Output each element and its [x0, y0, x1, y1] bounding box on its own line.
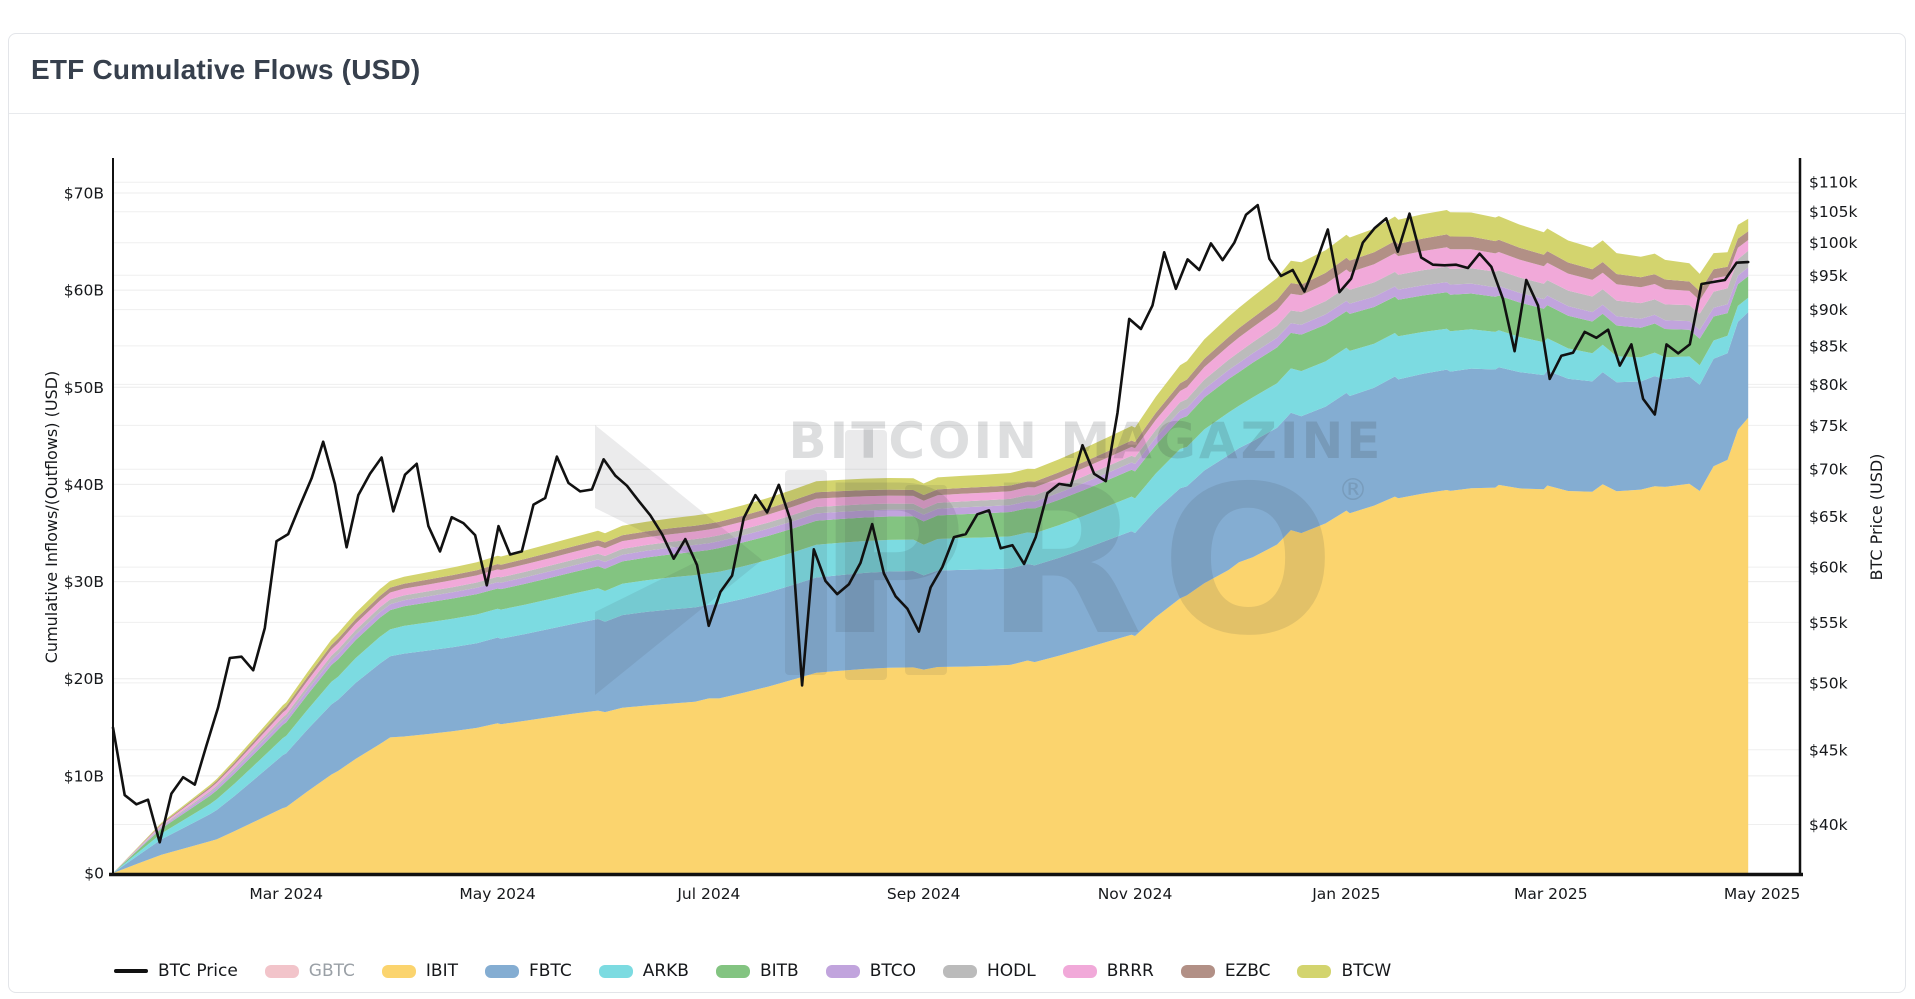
- legend-item-arkb[interactable]: ARKB: [598, 961, 689, 981]
- legend-swatch-ibit: [381, 964, 416, 978]
- legend-item-fbtc[interactable]: FBTC: [484, 961, 572, 981]
- legend-swatch-arkb: [598, 964, 633, 978]
- legend-item-bitb[interactable]: BITB: [715, 961, 799, 981]
- legend-label-btco: BTCO: [869, 961, 916, 981]
- legend-label-brrr: BRRR: [1106, 961, 1154, 981]
- legend: BTC Price GBTC IBIT FBTC ARKB BITB BTCO HODL BRR…: [114, 950, 1814, 992]
- legend-item-ezbc[interactable]: EZBC: [1180, 961, 1271, 981]
- legend-label-ezbc: EZBC: [1224, 961, 1271, 981]
- legend-item-btco[interactable]: BTCO: [825, 961, 916, 981]
- legend-swatch-btc-price: [114, 969, 148, 973]
- legend-label-btcw: BTCW: [1341, 961, 1392, 981]
- legend-swatch-btco: [825, 964, 860, 978]
- legend-label-ibit: IBIT: [425, 961, 458, 981]
- legend-item-brrr[interactable]: BRRR: [1062, 961, 1154, 981]
- legend-swatch-fbtc: [484, 964, 519, 978]
- page-title: ETF Cumulative Flows (USD): [31, 54, 421, 85]
- legend-swatch-bitb: [715, 964, 750, 978]
- legend-label-gbtc: GBTC: [308, 961, 355, 981]
- legend-label-arkb: ARKB: [642, 961, 689, 981]
- chart-card: ETF Cumulative Flows (USD) BTC Price GBTC…: [8, 33, 1906, 993]
- legend-label-btc-price: BTC Price: [158, 961, 238, 981]
- legend-label-fbtc: FBTC: [528, 961, 572, 981]
- legend-item-btc-price[interactable]: BTC Price: [114, 961, 238, 981]
- legend-item-hodl[interactable]: HODL: [943, 961, 1036, 981]
- legend-label-bitb: BITB: [759, 961, 799, 981]
- legend-label-hodl: HODL: [987, 961, 1036, 981]
- legend-swatch-brrr: [1062, 964, 1097, 978]
- card-header: ETF Cumulative Flows (USD): [9, 34, 1905, 114]
- legend-item-ibit[interactable]: IBIT: [381, 961, 458, 981]
- legend-swatch-btcw: [1297, 964, 1332, 978]
- legend-item-btcw[interactable]: BTCW: [1297, 961, 1391, 981]
- legend-swatch-ezbc: [1180, 964, 1215, 978]
- legend-swatch-gbtc: [264, 964, 299, 978]
- legend-swatch-hodl: [943, 964, 977, 978]
- legend-item-gbtc[interactable]: GBTC: [264, 961, 355, 981]
